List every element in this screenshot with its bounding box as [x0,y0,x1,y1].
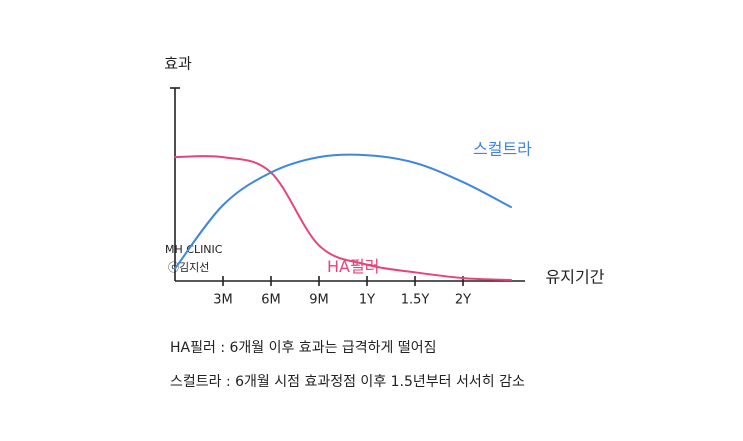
series-label: 스컬트라 [473,140,532,159]
x-tick-label: 2Y [455,293,471,308]
annotation: 스컬트라 : 6개월 시점 효과정점 이후 1.5년부터 서서히 감소 [170,374,525,390]
x-tick-label: 1.5Y [401,293,430,308]
annotation: HA필러 : 6개월 이후 효과는 급격하게 떨어짐 [170,340,437,356]
y-axis-label: 효과 [164,55,192,73]
x-axis-label: 유지기간 [546,268,605,287]
x-tick-label: 9M [309,293,329,308]
x-tick-label: 3M [213,293,233,308]
x-tick-label: 6M [261,293,281,308]
series-line [174,153,512,270]
x-tick-label: 1Y [359,293,375,308]
series-line [174,154,512,281]
series-label: HA필러 [327,257,379,276]
watermark: MH CLINIC [165,243,223,256]
